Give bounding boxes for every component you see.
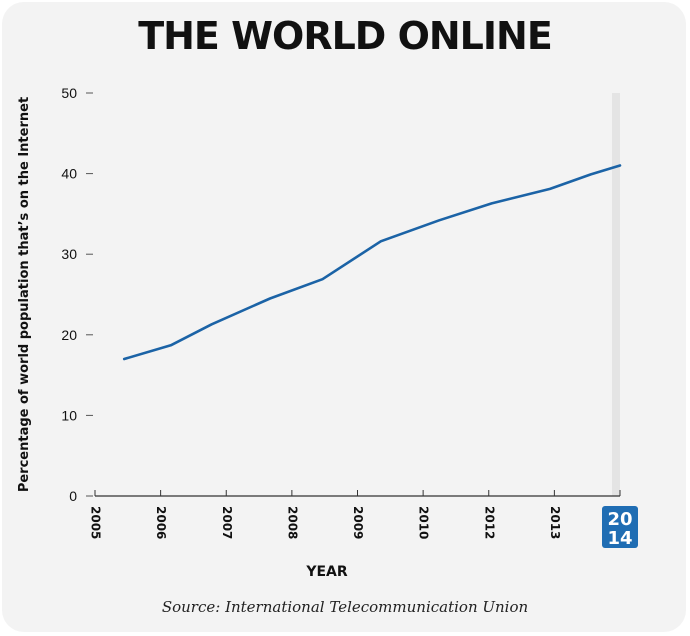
x-tick-label: 2008 bbox=[285, 506, 299, 539]
x-tick-label: 2013 bbox=[548, 506, 562, 539]
y-tick-label: 20 bbox=[61, 327, 77, 343]
y-tick-label: 30 bbox=[61, 246, 77, 262]
x-tick-label: 2009 bbox=[351, 506, 365, 539]
x-tick-label: 2012 bbox=[482, 506, 496, 539]
x-axis: 2005 2006 2007 2008 2009 2010 2012 2013 bbox=[89, 490, 621, 539]
y-tick-label: 0 bbox=[69, 488, 77, 504]
highlight-year-badge-top: 20 bbox=[607, 509, 632, 530]
y-axis-label: Percentage of world population that’s on… bbox=[17, 97, 32, 492]
y-axis-label-group: Percentage of world population that’s on… bbox=[17, 97, 32, 492]
y-tick-label: 10 bbox=[61, 407, 77, 423]
y-axis: 0 10 20 30 40 50 bbox=[61, 85, 93, 504]
x-tick-label: 2007 bbox=[220, 506, 234, 539]
series-line bbox=[122, 164, 622, 361]
highlight-year-badge-bottom: 14 bbox=[607, 528, 632, 549]
x-tick-label: 2010 bbox=[417, 506, 431, 539]
series-group bbox=[122, 164, 622, 361]
y-tick-label: 50 bbox=[61, 85, 77, 101]
highlight-year-badge: 20 14 bbox=[602, 506, 638, 549]
x-tick-label: 2005 bbox=[89, 506, 103, 539]
highlight-year-badge-bg bbox=[602, 506, 638, 548]
x-tick-label: 2006 bbox=[154, 506, 168, 539]
y-tick-label: 40 bbox=[61, 166, 77, 182]
source-note: Source: International Telecommunication … bbox=[161, 598, 529, 616]
chart-title: THE WORLD ONLINE bbox=[138, 14, 553, 58]
x-axis-label: YEAR bbox=[305, 564, 348, 580]
plot-right-shade bbox=[612, 93, 620, 496]
